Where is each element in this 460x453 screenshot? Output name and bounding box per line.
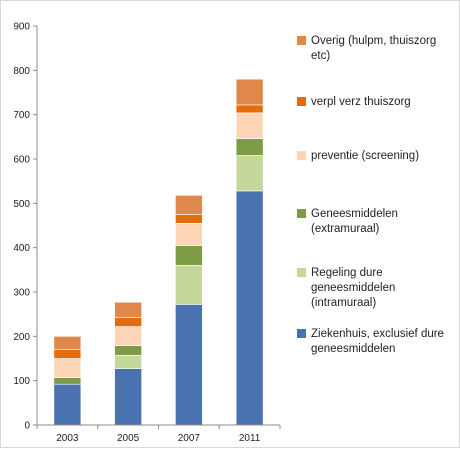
- bar-segment: [235, 78, 264, 106]
- bar-segment: [175, 195, 203, 215]
- x-tick-label: 2005: [117, 433, 140, 444]
- legend-label: geneesmiddelen: [311, 282, 395, 294]
- bar-segment: [235, 155, 264, 192]
- bar-segment: [175, 214, 203, 224]
- bar-segment: [114, 326, 142, 346]
- y-tick-label: 600: [13, 155, 30, 166]
- y-tick-label: 300: [13, 288, 30, 299]
- y-tick-label: 800: [13, 66, 30, 77]
- bar-segment: [114, 301, 142, 319]
- y-tick-label: 0: [24, 421, 30, 432]
- bar-segment: [175, 222, 203, 246]
- legend-label: preventie (screening): [311, 150, 419, 162]
- legend-label: Ziekenhuis, exclusief dure: [311, 328, 444, 340]
- x-tick-label: 2003: [56, 433, 79, 444]
- bar-segment: [235, 138, 264, 156]
- x-tick-label: 2007: [178, 433, 201, 444]
- bar-segment: [114, 368, 142, 426]
- y-tick-label: 700: [13, 110, 30, 121]
- bar-segment: [235, 112, 264, 139]
- legend-label: etc): [311, 50, 330, 62]
- bar-segment: [114, 317, 142, 327]
- legend-label: Regeling dure: [311, 267, 383, 279]
- legend-swatch: [297, 97, 306, 106]
- legend-swatch: [297, 329, 306, 338]
- legend-swatch: [297, 268, 306, 277]
- bar-segment: [114, 355, 142, 369]
- legend: Overig (hulpm, thuiszorg etc) verpl verz t…: [297, 35, 444, 355]
- y-tick-label: 900: [13, 22, 30, 33]
- legend-label: (intramuraal): [311, 297, 376, 309]
- bar-segment: [53, 383, 82, 426]
- legend-swatch: [297, 209, 306, 218]
- y-tick-label: 200: [13, 332, 30, 343]
- bar-segment: [175, 265, 203, 305]
- axes-group: 0 100 200 300 400 500 600 700 800 900 2003 2005 2007…: [13, 22, 281, 444]
- bars-group: [53, 78, 264, 426]
- legend-label: geneesmiddelen: [311, 343, 395, 355]
- y-tick-label: 500: [13, 199, 30, 210]
- y-tick-label: 400: [13, 243, 30, 254]
- bar-segment: [114, 345, 142, 356]
- legend-swatch: [297, 36, 306, 45]
- x-tick-label: 2011: [239, 433, 261, 444]
- bar-segment: [175, 245, 203, 266]
- legend-label: (extramuraal): [311, 223, 380, 235]
- bar-segment: [53, 349, 82, 359]
- legend-label: verpl verz thuiszorg: [311, 96, 411, 108]
- bar-segment: [175, 304, 203, 426]
- bar-segment: [53, 336, 82, 350]
- legend-swatch: [297, 151, 306, 160]
- bar-segment: [235, 190, 264, 426]
- bar-segment: [235, 104, 264, 114]
- bar-segment: [53, 358, 82, 378]
- legend-label: Geneesmiddelen: [311, 208, 398, 220]
- y-tick-label: 100: [13, 376, 30, 387]
- legend-label: Overig (hulpm, thuiszorg: [311, 35, 436, 47]
- bar-segment: [53, 377, 82, 385]
